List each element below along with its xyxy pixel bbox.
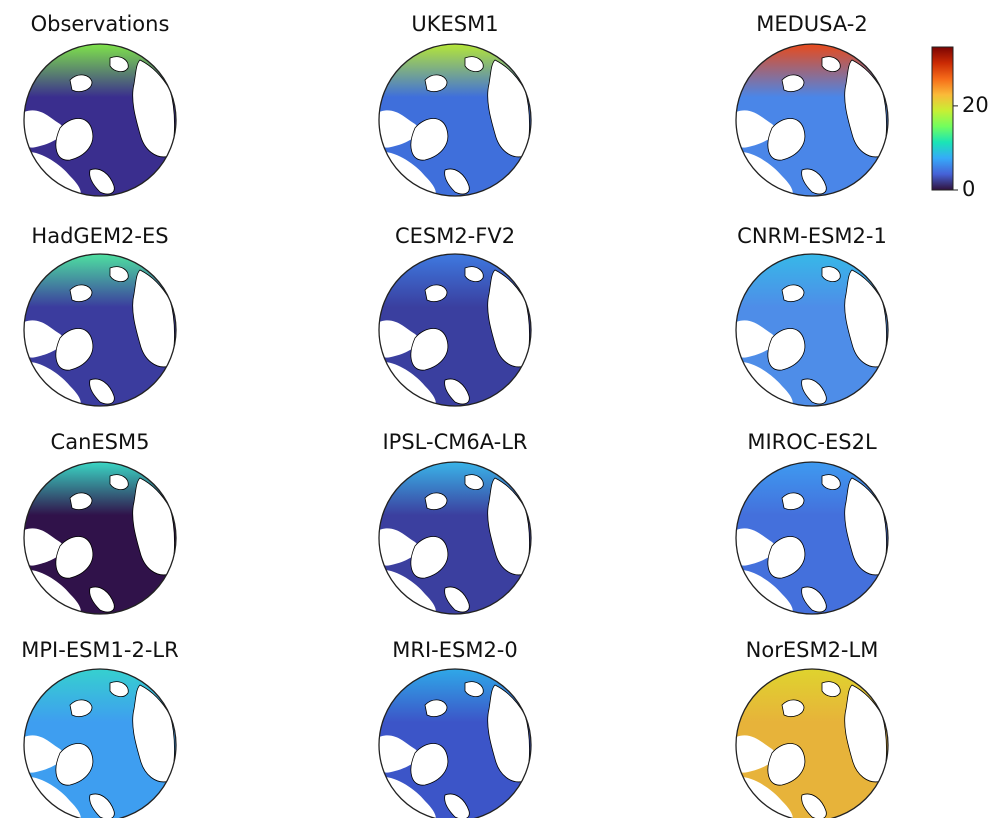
page: {"panels": [ {"title": "Observations", "… [0, 0, 997, 818]
panel-title: NorESM2-LM [746, 638, 879, 662]
panel-title: MEDUSA-2 [756, 12, 868, 36]
panel-title: CESM2-FV2 [395, 224, 515, 248]
colorbar-tick-label: 20 [962, 93, 989, 117]
colorbar-tick-label: 0 [962, 177, 975, 201]
panel-title: Observations [31, 12, 170, 36]
panel-title: IPSL-CM6A-LR [382, 430, 527, 454]
panel-title: UKESM1 [411, 12, 498, 36]
panel-title: HadGEM2-ES [31, 224, 168, 248]
colorbar [932, 47, 953, 190]
figure: Observations UKESM1 MEDUSA-2 HadGEM2-ES CESM… [0, 0, 997, 818]
panel-title: CNRM-ESM2-1 [737, 224, 887, 248]
panel-title: CanESM5 [51, 430, 150, 454]
panel-title: MPI-ESM1-2-LR [21, 638, 178, 662]
panel-title: MIROC-ES2L [747, 430, 877, 454]
panel-title: MRI-ESM2-0 [392, 638, 518, 662]
